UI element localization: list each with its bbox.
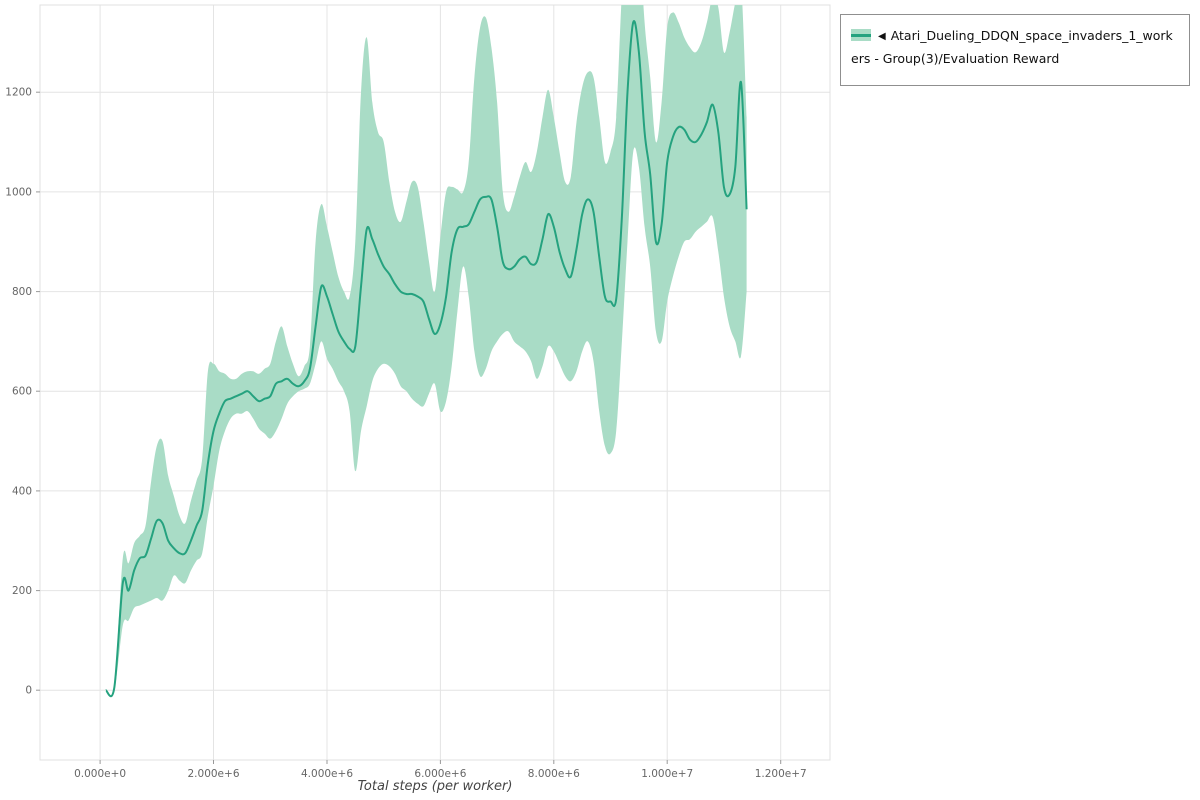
x-tick-label: 0.000e+0: [74, 768, 126, 780]
x-tick-label: 6.000e+6: [414, 768, 466, 780]
y-tick-label: 0: [25, 685, 32, 697]
x-tick-label: 1.000e+7: [641, 768, 693, 780]
x-tick-label: 2.000e+6: [188, 768, 240, 780]
x-tick-label: 4.000e+6: [301, 768, 353, 780]
confidence-band: [105, 5, 747, 697]
plot-area[interactable]: [40, 5, 830, 760]
legend-label: Atari_Dueling_DDQN_space_invaders_1_work…: [851, 28, 1173, 66]
x-tick-label: 8.000e+6: [528, 768, 580, 780]
y-tick-label: 600: [12, 386, 32, 398]
y-tick-label: 400: [12, 485, 32, 497]
y-tick-label: 200: [12, 585, 32, 597]
legend-swatch-line: [851, 34, 871, 37]
plot-border: [39, 4, 831, 761]
legend: ◀ Atari_Dueling_DDQN_space_invaders_1_wor…: [840, 14, 1190, 86]
x-axis-label: Total steps (per worker): [357, 779, 513, 794]
y-tick-label: 800: [12, 286, 32, 298]
legend-swatch: [851, 29, 871, 41]
x-tick-label: 1.200e+7: [755, 768, 807, 780]
legend-collapse-icon[interactable]: ◀: [878, 31, 886, 42]
y-tick-label: 1200: [5, 87, 32, 99]
mean-line: [104, 20, 748, 698]
y-tick-label: 1000: [5, 186, 32, 198]
